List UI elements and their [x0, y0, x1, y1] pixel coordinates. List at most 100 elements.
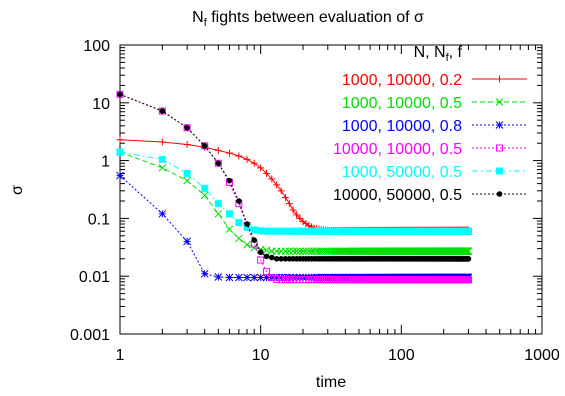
- data-point: [250, 226, 258, 234]
- data-point: [117, 91, 123, 98]
- data-point: [273, 275, 281, 283]
- data-point: [158, 209, 167, 218]
- data-point: [225, 149, 233, 157]
- y-tick-label: 10: [92, 96, 110, 113]
- data-point: [250, 273, 259, 282]
- chart-title-base: N: [192, 9, 204, 26]
- data-point: [235, 234, 243, 243]
- data-point: [201, 184, 209, 192]
- data-point: [235, 152, 243, 160]
- data-point: [289, 247, 297, 256]
- data-point: [236, 198, 242, 204]
- data-point: [278, 256, 285, 262]
- data-point: [323, 247, 332, 256]
- data-point: [256, 273, 265, 282]
- data-point: [201, 142, 209, 150]
- data-point: [327, 247, 336, 256]
- data-point: [299, 247, 307, 256]
- data-point: [273, 227, 281, 235]
- data-point: [285, 276, 293, 284]
- data-point: [272, 273, 281, 282]
- legend-entry-label: 1000, 10000, 0.5: [342, 95, 462, 112]
- legend-entry-marker: [495, 121, 504, 129]
- data-point: [282, 256, 289, 262]
- data-point: [158, 138, 166, 146]
- data-point: [263, 253, 270, 260]
- data-point: [273, 256, 280, 262]
- data-point: [464, 227, 472, 235]
- data-point: [269, 254, 275, 261]
- data-point: [268, 227, 276, 235]
- data-point: [464, 247, 473, 256]
- data-point: [302, 247, 310, 256]
- y-tick-label: 0.01: [79, 269, 110, 286]
- series-2: [116, 148, 473, 256]
- y-axis-label: σ: [9, 185, 26, 195]
- data-point: [243, 273, 251, 282]
- legend-entry-label: 10000, 10000, 0.5: [333, 141, 462, 158]
- data-point: [281, 247, 290, 256]
- data-point: [257, 227, 265, 235]
- data-point: [285, 227, 293, 235]
- data-point: [277, 227, 285, 235]
- data-point: [244, 221, 250, 227]
- data-point: [285, 247, 294, 256]
- data-point: [116, 90, 124, 98]
- data-point: [200, 191, 209, 200]
- data-point: [158, 163, 167, 172]
- data-point: [277, 273, 286, 282]
- series-4: [116, 90, 472, 284]
- data-point: [200, 269, 209, 278]
- data-point: [250, 159, 258, 167]
- data-point: [225, 273, 234, 282]
- data-point: [281, 227, 289, 235]
- y-tick-label: 0.001: [70, 327, 110, 344]
- data-point: [225, 225, 234, 234]
- data-point: [268, 175, 276, 183]
- data-point: [116, 148, 124, 156]
- data-point: [292, 247, 301, 256]
- legend-entry-marker: [496, 75, 503, 83]
- data-point: [243, 223, 251, 231]
- data-point: [277, 187, 285, 195]
- data-point: [243, 240, 251, 249]
- data-point: [281, 273, 290, 282]
- data-point: [262, 169, 270, 177]
- x-tick-label: 1000: [524, 347, 560, 364]
- series-5: [116, 148, 472, 235]
- series-group: [116, 90, 473, 284]
- data-point: [183, 237, 191, 246]
- data-point: [262, 227, 270, 235]
- chart-title-rest: fights between evaluation of σ: [207, 9, 424, 26]
- y-tick-label: 1: [101, 154, 110, 171]
- data-point: [201, 143, 208, 149]
- data-point: [296, 247, 304, 256]
- series-6: [117, 91, 472, 262]
- data-point: [214, 146, 222, 154]
- legend-header-part-1: N, N: [414, 44, 446, 61]
- data-point: [273, 181, 281, 189]
- data-point: [257, 249, 264, 256]
- chart-title-subscript: f: [204, 17, 208, 29]
- x-tick-label: 1: [116, 347, 125, 364]
- data-point: [226, 177, 233, 184]
- data-point: [116, 171, 124, 180]
- legend-entry-marker: [496, 144, 503, 152]
- legend: N, Nf, f 1000, 10000, 0.2 1000, 10000, 0.…: [333, 44, 527, 204]
- data-point: [183, 124, 191, 132]
- data-point: [281, 276, 289, 284]
- y-axis: 0.001 0.01 0.1 1 10 100: [70, 38, 542, 344]
- data-point: [184, 124, 190, 131]
- y-tick-label: 0.1: [88, 211, 110, 228]
- y-tick-label: 100: [83, 38, 110, 55]
- x-axis-label: time: [316, 374, 346, 391]
- x-axis: 1 10 100 1000: [116, 45, 560, 364]
- data-point: [289, 206, 297, 214]
- data-point: [268, 273, 276, 281]
- data-point: [277, 276, 285, 284]
- data-point: [325, 247, 334, 256]
- data-point: [285, 200, 293, 208]
- legend-entry-marker: [496, 167, 503, 175]
- data-point: [214, 159, 222, 167]
